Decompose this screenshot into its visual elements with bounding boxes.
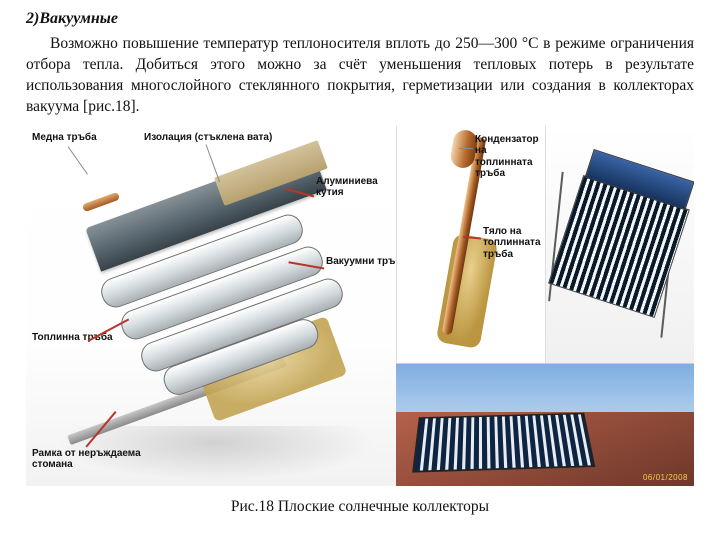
leader-line bbox=[68, 146, 88, 174]
solar-collector-product bbox=[546, 146, 694, 327]
leader-line bbox=[206, 144, 221, 182]
page: 2)Вакуумные Возможно повышение температу… bbox=[0, 0, 720, 540]
label-steel-frame: Рамка от неръждаема стомана bbox=[32, 448, 172, 471]
label-condenser: Кондензатор на топлинната тръба bbox=[475, 134, 543, 180]
label-vacuum-tubes: Вакуумни тръби bbox=[326, 256, 396, 268]
copper-pipe-shape bbox=[82, 191, 120, 212]
diagram-middle-panel: Кондензатор на топлинната тръба Тяло на … bbox=[396, 126, 546, 364]
photo-date-stamp: 06/01/2008 bbox=[643, 473, 688, 482]
section-heading: 2)Вакуумные bbox=[26, 10, 694, 28]
label-heat-pipe-body: Тяло на топлинната тръба bbox=[483, 226, 545, 261]
leader-line bbox=[459, 148, 473, 149]
product-photo-panel bbox=[546, 126, 694, 364]
body-paragraph: Возможно повышение температур теплоносит… bbox=[26, 34, 694, 118]
label-heat-pipe: Топлинна тръба bbox=[32, 332, 122, 344]
label-insulation: Изолация (стъклена вата) bbox=[144, 132, 272, 144]
roof-photo-panel: 06/01/2008 bbox=[396, 364, 694, 486]
label-aluminium-box: Алуминиева кутия bbox=[316, 176, 396, 199]
roof-collector bbox=[412, 412, 595, 472]
label-copper-pipe: Медна тръба bbox=[32, 132, 97, 144]
figure-caption: Рис.18 Плоские солнечные коллекторы bbox=[26, 498, 694, 516]
diagram-left-panel: Медна тръба Изолация (стъклена вата) Алу… bbox=[26, 126, 396, 486]
figure-18: Медна тръба Изолация (стъклена вата) Алу… bbox=[26, 126, 694, 486]
